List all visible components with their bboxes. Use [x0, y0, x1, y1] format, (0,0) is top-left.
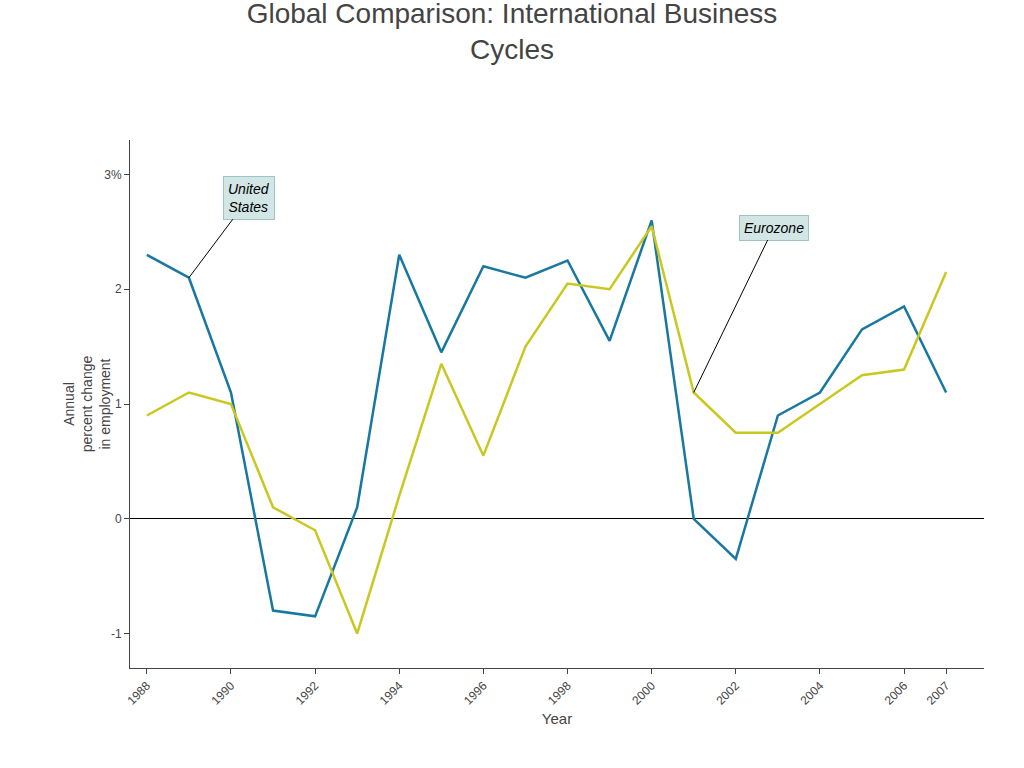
svg-text:Year: Year — [542, 710, 572, 727]
svg-text:1998: 1998 — [545, 679, 574, 708]
svg-text:Annualpercent changein employm: Annualpercent changein employment — [61, 356, 113, 453]
svg-text:1992: 1992 — [293, 679, 322, 708]
svg-text:2002: 2002 — [713, 679, 742, 708]
svg-text:UnitedStates: UnitedStates — [228, 181, 270, 215]
svg-text:3%: 3% — [104, 168, 122, 182]
svg-text:1996: 1996 — [461, 679, 490, 708]
svg-text:1: 1 — [115, 397, 122, 411]
svg-text:Global Comparison: Internation: Global Comparison: International Busines… — [247, 0, 778, 65]
svg-text:2000: 2000 — [629, 679, 658, 708]
svg-text:0: 0 — [115, 512, 122, 526]
svg-text:2007: 2007 — [924, 679, 953, 708]
svg-text:-1: -1 — [111, 627, 122, 641]
svg-text:1988: 1988 — [124, 679, 153, 708]
svg-text:Eurozone: Eurozone — [744, 220, 804, 236]
svg-text:1990: 1990 — [209, 679, 238, 708]
svg-text:2004: 2004 — [798, 679, 827, 708]
svg-text:2006: 2006 — [882, 679, 911, 708]
svg-text:1994: 1994 — [377, 679, 406, 708]
svg-text:2: 2 — [115, 282, 122, 296]
